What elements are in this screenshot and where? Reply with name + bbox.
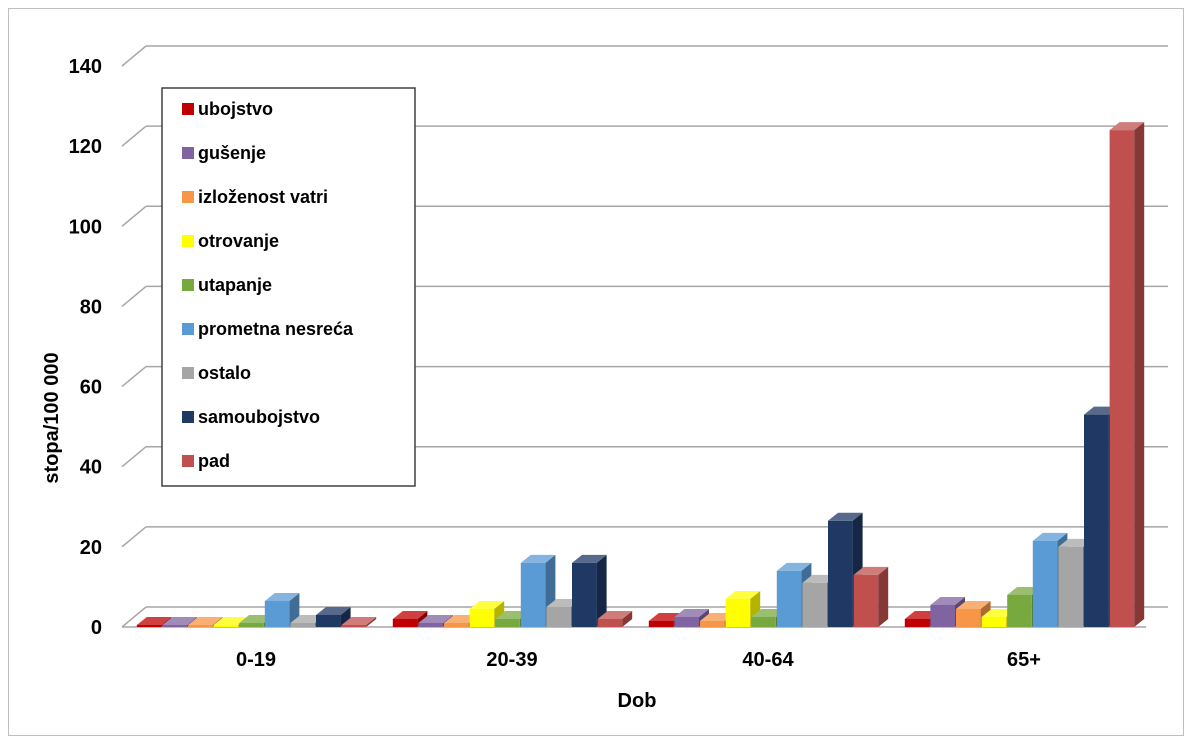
legend-item: gušenje [182, 143, 266, 163]
legend-label: izloženost vatri [198, 187, 328, 207]
legend-label: prometna nesreća [198, 319, 354, 339]
legend-label: pad [198, 451, 230, 471]
bar [776, 562, 812, 627]
legend-label: gušenje [198, 143, 266, 163]
gridline-depth [121, 125, 147, 147]
y-tick-label: 60 [80, 377, 102, 399]
y-axis-ticks: 0 20 40 60 80 100 120 140 [69, 56, 102, 639]
y-tick-label: 120 [69, 136, 102, 158]
legend-item: ostalo [182, 363, 251, 383]
x-tick-label: 40-64 [742, 649, 794, 671]
legend-swatch [182, 411, 194, 423]
y-tick-label: 140 [69, 56, 102, 78]
gridline-depth [121, 606, 147, 628]
legend-item: izloženost vatri [182, 187, 328, 207]
bar [725, 590, 761, 627]
y-tick-label: 100 [69, 216, 102, 238]
legend-swatch [182, 367, 194, 379]
x-axis-title: Dob [618, 690, 657, 712]
gridline-depth [121, 446, 147, 468]
y-tick-label: 20 [80, 537, 102, 559]
bar [853, 566, 889, 627]
gridline-depth [121, 285, 147, 308]
gridline-depth [121, 45, 147, 67]
legend-item: utapanje [182, 275, 272, 295]
legend-label: ubojstvo [198, 99, 273, 119]
bar [341, 616, 377, 627]
legend-swatch [182, 103, 194, 115]
y-tick-label: 0 [91, 617, 102, 639]
bar [1109, 122, 1145, 627]
bar [572, 554, 607, 627]
y-axis-title: stopa/100 000 [41, 352, 63, 483]
legend-swatch [182, 279, 194, 291]
legend-item: ubojstvo [182, 99, 273, 119]
legend-label: utapanje [198, 275, 272, 295]
legend-label: ostalo [198, 363, 251, 383]
legend-swatch [182, 191, 194, 203]
legend-label: samoubojstvo [198, 407, 320, 427]
y-tick-label: 40 [80, 457, 102, 479]
legend-swatch [182, 235, 194, 247]
legend-swatch [182, 147, 194, 159]
legend-box [161, 87, 416, 487]
legend-swatch [182, 455, 194, 467]
x-axis-ticks: 0-19 20-39 40-64 65+ [236, 649, 1041, 671]
legend-item: otrovanje [182, 231, 279, 251]
bar [597, 610, 633, 627]
x-tick-label: 20-39 [486, 649, 537, 671]
bars [136, 122, 1145, 627]
gridline-depth [121, 526, 147, 548]
legend-item: prometna nesreća [182, 319, 354, 339]
x-tick-label: 65+ [1007, 649, 1041, 671]
bar [316, 606, 351, 627]
gridline-depth [121, 365, 147, 388]
legend-item: pad [182, 451, 230, 471]
legend: ubojstvo gušenje izloženost vatri otrovanje… [161, 87, 416, 487]
legend-item: samoubojstvo [182, 407, 320, 427]
legend-swatch [182, 323, 194, 335]
gridline-depth [121, 205, 147, 227]
x-tick-label: 0-19 [236, 649, 276, 671]
legend-label: otrovanje [198, 231, 279, 251]
y-tick-label: 80 [80, 296, 102, 318]
